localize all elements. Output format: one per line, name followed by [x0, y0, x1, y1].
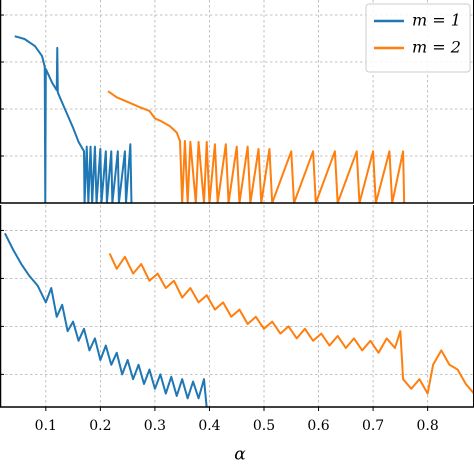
x-tick-label: 0.3 [144, 418, 166, 434]
data-line [108, 253, 474, 395]
x-tick-label: 0.5 [253, 418, 275, 434]
x-tick-label: 0.7 [362, 418, 384, 434]
data-line [14, 35, 133, 203]
x-axis-label: α [234, 445, 246, 465]
data-line [4, 232, 208, 407]
x-tick-label: 0.8 [417, 418, 439, 434]
x-tick-label: 0.1 [35, 418, 57, 434]
x-tick-label: 0.2 [89, 418, 111, 434]
legend-label: m = 1 [412, 11, 461, 30]
x-tick-label: 0.4 [198, 418, 220, 434]
x-tick-label: 0.6 [307, 418, 329, 434]
plot-area [4, 232, 474, 407]
legend-label: m = 2 [412, 38, 461, 57]
plot-area [14, 35, 406, 203]
data-line [107, 90, 406, 203]
